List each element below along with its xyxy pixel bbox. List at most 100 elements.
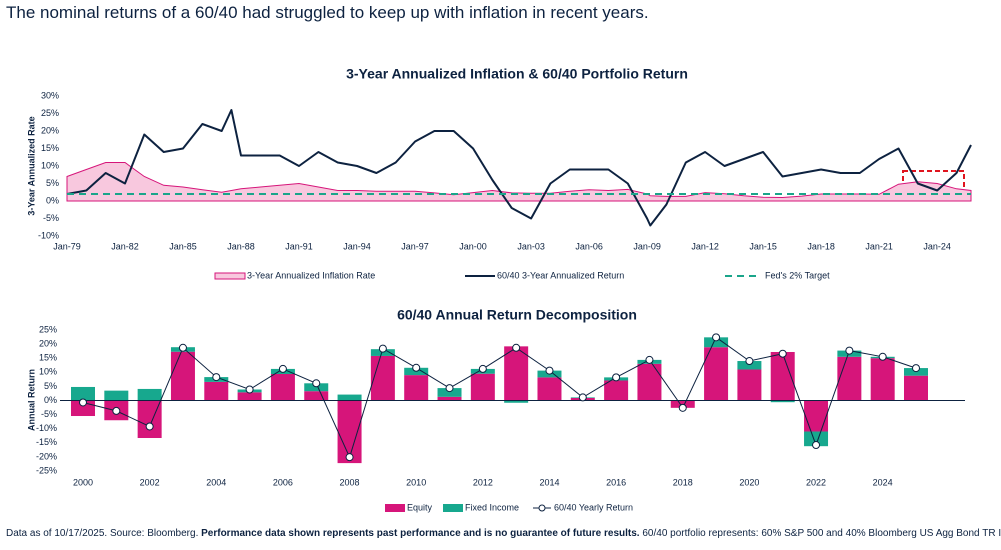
x-tick-label: 2008 [340, 477, 360, 487]
bar [504, 346, 529, 401]
x-tick-label: Jan-24 [923, 241, 951, 251]
point [79, 398, 87, 407]
y-tick-label: -25% [36, 465, 57, 475]
charts: 3-Year Annualized Inflation & 60/40 Port… [26, 66, 972, 512]
legend-swatch [443, 504, 463, 512]
x-tick-label: 2022 [806, 477, 826, 487]
point [378, 344, 387, 353]
x-tick-label: 2018 [673, 477, 693, 487]
x-tick-label: Jan-18 [807, 241, 835, 251]
point [678, 403, 687, 412]
bar [270, 373, 295, 401]
y-tick-label: -5% [43, 213, 59, 223]
y-tick-label: 25% [41, 108, 59, 118]
bar [870, 358, 895, 401]
point [445, 384, 454, 393]
footnote-lead: Data as of 10/17/2025. Source: Bloomberg… [6, 528, 202, 539]
bar [137, 400, 162, 439]
x-tick-label: Jan-03 [517, 241, 545, 251]
bar [737, 369, 762, 401]
bar [770, 400, 795, 403]
y-tick-label: 0% [44, 395, 57, 405]
x-tick-label: Jan-79 [53, 241, 81, 251]
y-tick-label: -5% [41, 409, 57, 419]
x-tick-label: Jan-88 [227, 241, 255, 251]
point [178, 343, 187, 352]
point [112, 406, 121, 415]
legend-label: Fed's 2% Target [765, 270, 830, 280]
point [278, 364, 287, 373]
line [66, 109, 972, 227]
x-tick-label: 2006 [273, 477, 293, 487]
bar [170, 351, 195, 401]
bar [470, 373, 495, 401]
x-tick-label: Jan-82 [111, 241, 139, 251]
x-tick-label: Jan-91 [285, 241, 313, 251]
x-tick-label: Jan-97 [401, 241, 429, 251]
point [412, 363, 421, 372]
point [645, 355, 654, 364]
y-axis-label: 3-Year Annualized Rate [26, 116, 36, 215]
x-tick-label: 2010 [406, 477, 426, 487]
bar [437, 396, 462, 401]
y-tick-label: 30% [41, 90, 59, 100]
legend-swatch [538, 504, 546, 512]
bar [304, 391, 329, 401]
y-tick-label: 10% [39, 367, 57, 377]
x-tick-label: Jan-09 [633, 241, 661, 251]
legend-label: 60/40 3-Year Annualized Return [497, 270, 624, 280]
point [612, 373, 621, 382]
y-tick-label: 20% [39, 338, 57, 348]
point [478, 364, 487, 373]
bar [71, 386, 95, 401]
y-tick-label: -10% [36, 423, 57, 433]
y-tick-label: 10% [41, 160, 59, 170]
footnote-bold: Performance data shown represents past p… [201, 528, 640, 539]
x-tick-label: 2014 [539, 477, 559, 487]
x-tick-label: Jan-06 [575, 241, 603, 251]
bar [904, 375, 928, 401]
footnote-tail: 60/40 portfolio represents: 60% S&P 500 … [639, 528, 1001, 539]
x-tick-label: Jan-00 [459, 241, 487, 251]
x-tick-label: Jan-15 [749, 241, 777, 251]
chart-title: 3-Year Annualized Inflation & 60/40 Port… [346, 66, 688, 82]
x-tick-label: 2024 [873, 477, 893, 487]
bar [104, 390, 129, 401]
bar [770, 351, 795, 401]
y-tick-label: -20% [36, 451, 57, 461]
y-tick-label: 20% [41, 125, 59, 135]
legend-label: 3-Year Annualized Inflation Rate [247, 270, 375, 280]
point [912, 364, 920, 373]
bar [537, 377, 562, 401]
x-tick-label: 2004 [206, 477, 226, 487]
headline: The nominal returns of a 60/40 had strug… [6, 3, 649, 22]
point [512, 343, 521, 352]
legend-swatch [214, 272, 246, 280]
point [878, 352, 887, 361]
x-tick-label: Jan-21 [865, 241, 893, 251]
x-tick-label: Jan-12 [691, 241, 719, 251]
bar [204, 381, 229, 401]
point [345, 453, 354, 462]
bar [637, 363, 662, 401]
legend-swatch [385, 504, 405, 512]
line [82, 336, 917, 459]
x-tick-label: Jan-94 [343, 241, 371, 251]
x-tick-label: 2012 [473, 477, 493, 487]
y-tick-label: 15% [41, 143, 59, 153]
point [745, 357, 754, 366]
bar [704, 347, 729, 401]
point [845, 346, 854, 355]
point [145, 422, 154, 431]
bar [437, 388, 462, 397]
footnote: Data as of 10/17/2025. Source: Bloomberg… [6, 528, 1001, 539]
point [578, 393, 587, 402]
bar [504, 400, 529, 403]
legend-label: Equity [407, 502, 433, 512]
point [245, 385, 254, 394]
y-tick-label: -10% [38, 230, 59, 240]
y-tick-label: 0% [46, 195, 59, 205]
chart-title: 60/40 Annual Return Decomposition [397, 307, 637, 323]
x-tick-label: 2020 [739, 477, 759, 487]
